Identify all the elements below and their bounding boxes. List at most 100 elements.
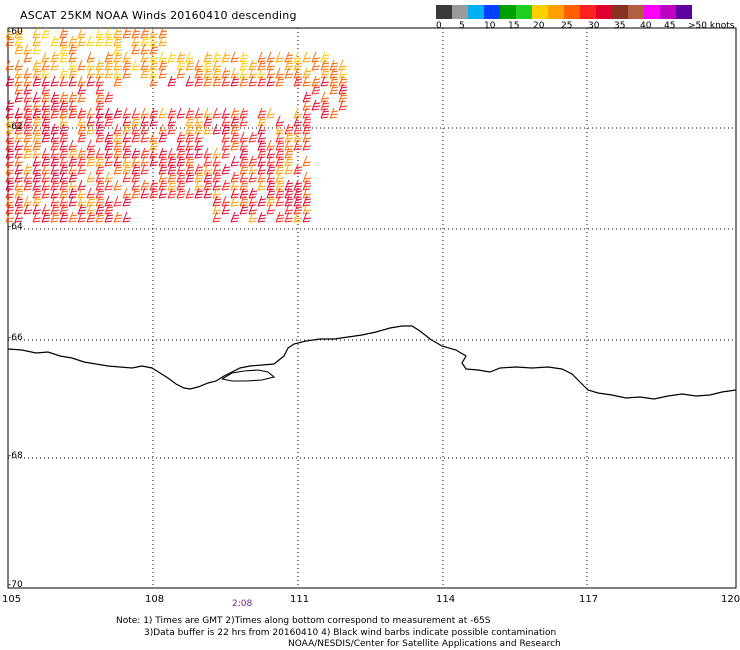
wind-barb (203, 187, 213, 199)
wind-barb (302, 211, 312, 223)
wind-barb (158, 131, 168, 143)
wind-barb (50, 107, 60, 119)
wind-barb (149, 75, 159, 87)
wind-barb (167, 155, 177, 167)
wind-barb (122, 27, 132, 39)
wind-barb (104, 91, 114, 103)
lon-label-111: 111 (290, 594, 310, 605)
wind-barb (266, 203, 276, 215)
wind-barb (194, 187, 204, 199)
wind-barb (59, 99, 69, 111)
wind-barb (50, 75, 60, 87)
wind-barb (68, 75, 78, 87)
wind-barb (95, 211, 105, 223)
wind-barb (50, 155, 60, 167)
wind-barb (311, 59, 321, 71)
wind-barb (320, 107, 330, 119)
wind-barb (41, 155, 51, 167)
wind-barb (257, 139, 267, 151)
wind-barb (203, 75, 213, 87)
wind-barb (293, 203, 303, 215)
wind-barb (239, 203, 249, 215)
wind-barb (41, 131, 51, 143)
map-frame (7, 27, 737, 589)
scale-tick-label: 40 (640, 21, 652, 31)
wind-barb (293, 163, 303, 175)
wind-barb (158, 163, 168, 175)
scale-swatch (500, 5, 516, 19)
wind-barb (185, 187, 195, 199)
wind-barb (50, 59, 60, 71)
color-scale-end-label: >50 knots (688, 21, 735, 31)
wind-barb (284, 155, 294, 167)
wind-barb (77, 59, 87, 71)
wind-barb (32, 211, 42, 223)
wind-barb (59, 107, 69, 119)
wind-barb (158, 187, 168, 199)
wind-barb (122, 171, 132, 183)
wind-barb (275, 179, 285, 191)
scale-tick-label: 30 (588, 21, 600, 31)
wind-barb (41, 91, 51, 103)
wind-barb (167, 123, 177, 135)
wind-barb (248, 171, 258, 183)
wind-barb (86, 155, 96, 167)
wind-barb (212, 75, 222, 87)
wind-barb (14, 43, 24, 55)
wind-barb (77, 35, 87, 47)
wind-barb (257, 211, 267, 223)
wind-barb (59, 75, 69, 87)
scale-swatch (628, 5, 644, 19)
map-plot-area (5, 27, 737, 589)
wind-barb (113, 179, 123, 191)
wind-barb (185, 59, 195, 71)
wind-barb (23, 203, 33, 215)
wind-barb (293, 211, 303, 223)
wind-barb (212, 67, 222, 79)
wind-barb (50, 211, 60, 223)
scale-swatch (612, 5, 628, 19)
wind-barb (302, 139, 312, 151)
wind-barb (158, 35, 168, 47)
wind-barb (284, 211, 294, 223)
wind-barb (68, 211, 78, 223)
wind-barb (5, 75, 15, 87)
wind-barb (149, 187, 159, 199)
wind-barb (302, 155, 312, 167)
wind-barb (158, 155, 168, 167)
wind-barb (50, 123, 60, 135)
wind-barb (131, 131, 141, 143)
wind-barb (68, 43, 78, 55)
wind-barb (68, 195, 78, 207)
wind-barb (86, 147, 96, 159)
wind-barb (167, 51, 177, 63)
note-line-1: Note: 1) Times are GMT 2)Times along bot… (116, 616, 491, 626)
wind-barb (275, 195, 285, 207)
wind-barb (266, 179, 276, 191)
scale-tick-label: 20 (533, 21, 545, 31)
wind-barb (140, 163, 150, 175)
wind-barb (275, 51, 285, 63)
wind-barb (122, 211, 132, 223)
wind-barb (248, 131, 258, 143)
scale-swatch (644, 5, 660, 19)
wind-barb (194, 147, 204, 159)
wind-barb (68, 35, 78, 47)
wind-barb (230, 51, 240, 63)
wind-barb (113, 107, 123, 119)
wind-barb (95, 131, 105, 143)
wind-barb (23, 131, 33, 143)
wind-barb (284, 163, 294, 175)
scale-tick-label: 0 (436, 21, 442, 31)
scale-tick-label: 10 (484, 21, 496, 31)
wind-barb (23, 51, 33, 63)
wind-barb (104, 155, 114, 167)
scale-swatch (596, 5, 612, 19)
wind-barb (86, 171, 96, 183)
wind-barb (266, 75, 276, 87)
pass-time-label: 2:08 (232, 599, 253, 609)
wind-barb (293, 75, 303, 87)
scale-tick-label: 45 (664, 21, 676, 31)
wind-barb (5, 147, 15, 159)
wind-barb (221, 163, 231, 175)
